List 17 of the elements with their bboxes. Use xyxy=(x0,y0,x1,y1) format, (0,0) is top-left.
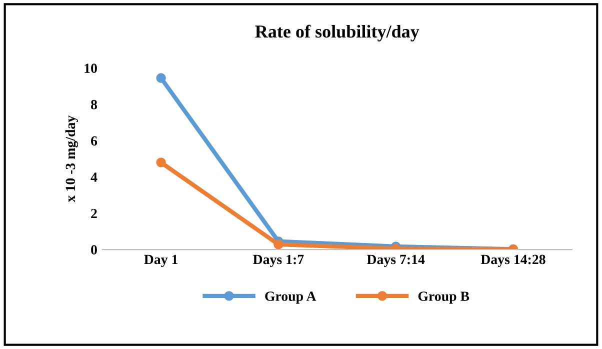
x-tick-label: Days 7:14 xyxy=(366,254,425,267)
y-tick-label: 8 xyxy=(90,100,98,110)
y-axis-title: x 10 -3 mg/day xyxy=(65,116,78,202)
legend-label: Group A xyxy=(265,292,316,304)
x-tick-label: Days 14:28 xyxy=(480,254,546,267)
point xyxy=(274,240,284,250)
y-tick-label: 6 xyxy=(91,136,98,146)
x-tick-label: Day 1 xyxy=(144,254,178,267)
y-tick-label: 10 xyxy=(84,64,97,74)
point xyxy=(156,73,166,83)
x-tick-label: Days 1:7 xyxy=(253,254,304,267)
y-tick-label: 4 xyxy=(90,172,98,182)
y-tick-label: 0 xyxy=(91,245,97,254)
legend-label: Group B xyxy=(418,292,470,304)
y-tick-label: 2 xyxy=(91,208,97,218)
point xyxy=(156,158,166,168)
chart-title: Rate of solubility/day xyxy=(255,24,420,42)
